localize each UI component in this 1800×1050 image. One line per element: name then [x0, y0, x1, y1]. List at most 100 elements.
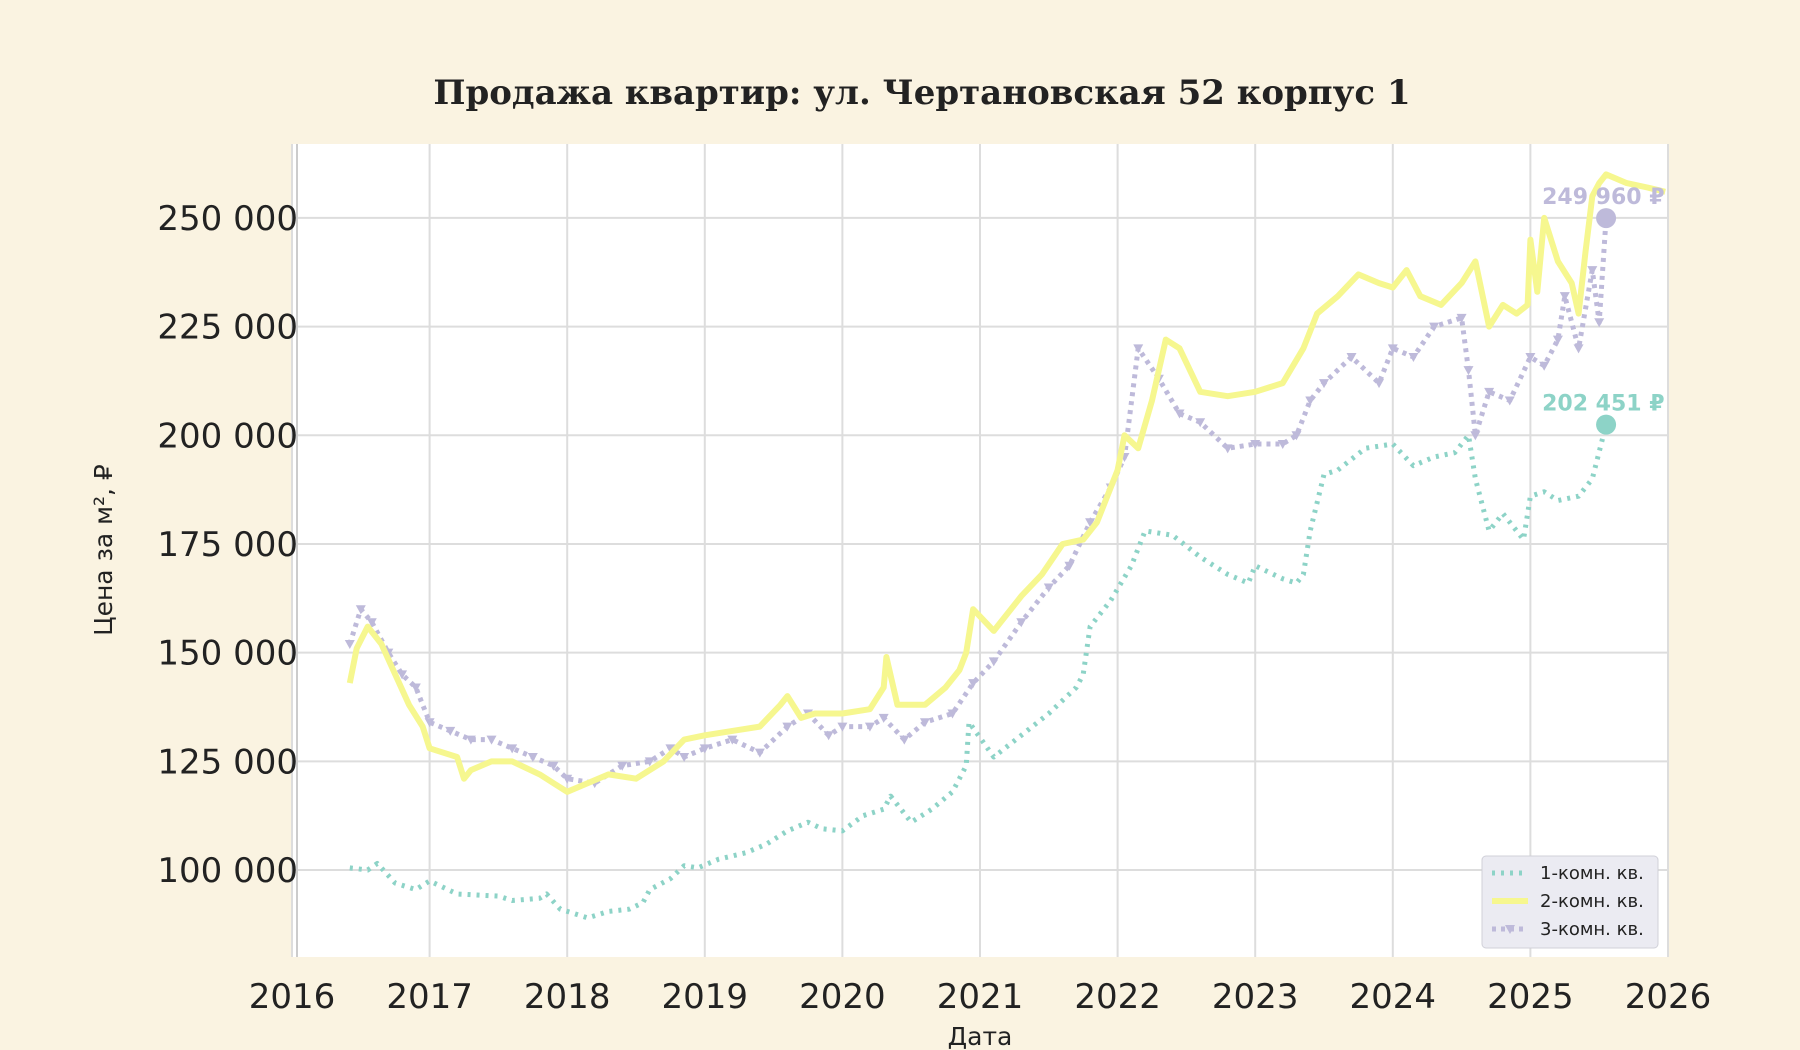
data-point — [1174, 409, 1185, 419]
data-point — [1043, 583, 1054, 593]
legend-box — [1481, 855, 1659, 949]
data-point — [1504, 396, 1515, 406]
y-tick-label: 125 000 — [157, 742, 298, 782]
data-point — [1374, 379, 1385, 389]
data-point — [355, 605, 366, 615]
data-point — [679, 753, 690, 763]
data-point — [1291, 431, 1302, 441]
data-point — [1573, 344, 1584, 354]
data-point — [644, 757, 655, 767]
data-point — [1559, 292, 1570, 302]
series-layer — [344, 171, 1666, 921]
x-tick-label: 2017 — [386, 977, 473, 1017]
x-tick-label: 2016 — [249, 977, 336, 1017]
y-tick-label: 175 000 — [157, 525, 298, 565]
data-point — [665, 744, 676, 754]
data-point — [1484, 387, 1495, 397]
data-point — [988, 657, 999, 667]
end-value-label: 202 451 ₽ — [1542, 392, 1664, 417]
x-tick-label: 2021 — [937, 977, 1024, 1017]
y-tick-label: 150 000 — [157, 634, 298, 674]
data-point — [727, 735, 738, 745]
data-point — [366, 618, 377, 628]
data-point — [1539, 361, 1550, 371]
data-point — [617, 761, 628, 771]
data-point — [1429, 322, 1440, 332]
x-tick-label: 2023 — [1212, 977, 1299, 1017]
data-point — [837, 722, 848, 732]
y-tick-label: 225 000 — [157, 308, 298, 348]
data-point — [1346, 353, 1357, 363]
x-tick-label: 2026 — [1625, 977, 1712, 1017]
data-point — [397, 670, 408, 680]
data-point — [507, 744, 518, 754]
legend-item[interactable]: 1-комн. кв. — [1492, 863, 1644, 884]
data-point — [1085, 518, 1096, 528]
x-tick-label: 2018 — [524, 977, 611, 1017]
data-point — [465, 735, 476, 745]
data-point — [1319, 379, 1329, 389]
data-point — [1525, 353, 1536, 363]
data-point — [1133, 344, 1144, 354]
data-point — [410, 683, 421, 693]
y-tick-label: 200 000 — [157, 416, 298, 456]
data-point — [562, 774, 573, 784]
series-line — [349, 423, 1609, 921]
data-point — [1587, 266, 1598, 276]
y-axis-label: Цена за м², ₽ — [89, 464, 118, 636]
data-point — [968, 679, 979, 689]
x-tick-label: 2025 — [1487, 977, 1574, 1017]
end-point-marker — [1596, 414, 1617, 435]
legend-label: 3-комн. кв. — [1540, 919, 1644, 940]
data-point — [864, 722, 875, 732]
legend[interactable]: 1-комн. кв. 2-комн. кв. 3-комн. кв. — [1481, 855, 1659, 949]
data-point — [486, 735, 497, 745]
legend-label: 1-комн. кв. — [1540, 863, 1644, 884]
end-point-marker — [1596, 208, 1617, 229]
data-point — [823, 731, 834, 741]
series-line — [346, 171, 1666, 795]
legend-item[interactable]: 3-комн. кв. — [1492, 919, 1644, 940]
data-point — [1456, 313, 1467, 323]
data-point — [445, 726, 456, 736]
x-tick-label: 2020 — [799, 977, 886, 1017]
x-tick-label: 2024 — [1350, 977, 1437, 1017]
data-point — [1594, 318, 1605, 328]
x-axis-ticks: 2016 2017 2018 2019 2020 2021 2022 2023 2024 2025… — [249, 977, 1712, 1017]
data-point — [878, 713, 889, 723]
x-tick-label: 2019 — [662, 977, 749, 1017]
data-point — [899, 735, 910, 745]
data-point — [1463, 366, 1474, 376]
legend-item[interactable]: 2-комн. кв. — [1492, 891, 1644, 912]
data-point — [1305, 396, 1316, 406]
legend-label: 2-комн. кв. — [1540, 891, 1644, 912]
data-point — [1387, 344, 1398, 354]
x-axis-label: Дата — [948, 1022, 1013, 1050]
y-tick-label: 100 000 — [157, 851, 298, 891]
x-tick-label: 2022 — [1074, 977, 1161, 1017]
data-point — [344, 639, 355, 649]
grid — [291, 144, 1669, 957]
data-point — [548, 761, 559, 771]
data-point — [1016, 618, 1027, 628]
data-point — [424, 718, 435, 728]
data-point — [1064, 561, 1075, 571]
data-point — [1470, 431, 1481, 441]
series-1 — [349, 423, 1609, 921]
y-tick-label: 250 000 — [157, 199, 298, 239]
data-point — [1250, 439, 1261, 449]
data-point — [1408, 353, 1419, 363]
end-value-label: 249 960 ₽ — [1542, 185, 1664, 210]
data-point — [1222, 444, 1233, 454]
data-point — [919, 718, 930, 728]
chart-title: Продажа квартир: ул. Чертановская 52 кор… — [433, 73, 1410, 113]
y-axis-ticks: 100 000 125 000 150 000 175 000 200 000 225 0… — [157, 199, 298, 891]
data-point — [1277, 439, 1288, 449]
data-point — [782, 722, 793, 732]
legend-marker — [1505, 925, 1515, 934]
data-point — [527, 753, 538, 763]
data-point — [1552, 335, 1563, 345]
data-point — [699, 744, 710, 754]
data-point — [947, 709, 958, 719]
